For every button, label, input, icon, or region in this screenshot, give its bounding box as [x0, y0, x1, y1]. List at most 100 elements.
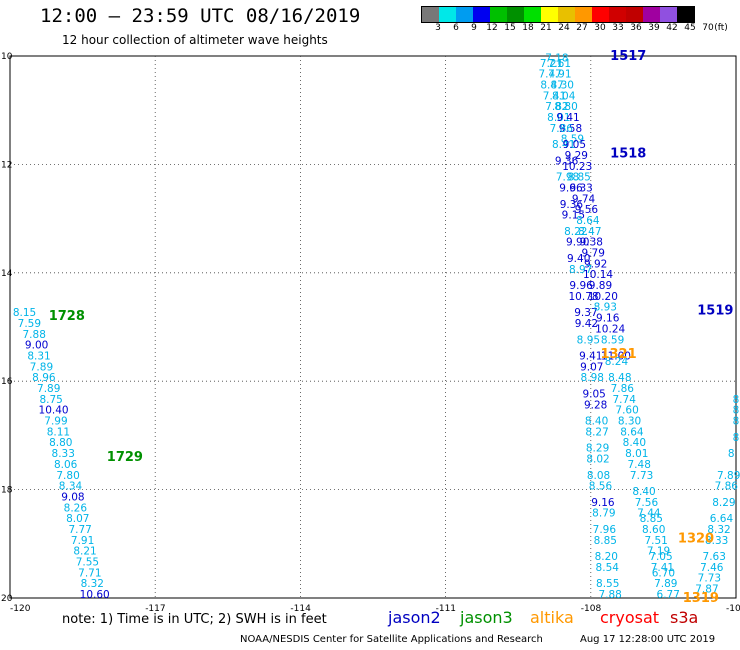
latitude-label: 20 — [1, 594, 13, 604]
wave-height-value: 7.63 — [703, 551, 726, 563]
wave-height-value: 8.40 — [585, 416, 608, 428]
wave-height-value: 8.29 — [586, 443, 609, 455]
wave-height-value: 6.70 — [652, 567, 675, 579]
wave-height-value: 7.89 — [717, 470, 740, 482]
wave-height-value: 8 — [728, 448, 735, 460]
wave-height-value: 8.01 — [625, 448, 648, 460]
satellite-legend-jason2: jason2 — [388, 608, 441, 627]
wave-height-value: 7.48 — [628, 459, 651, 471]
wave-height-value: 8 — [733, 432, 740, 444]
longitude-label: -117 — [145, 604, 165, 614]
color-swatch — [575, 7, 592, 22]
wave-height-value: 8.40 — [632, 486, 655, 498]
wave-height-value: 7.89 — [654, 578, 677, 590]
color-scale-labels: 3 6 9 12 15 18 21 24 27 30 33 36 39 42 45 70 (ft) — [421, 23, 731, 35]
wave-height-value: 7.41 — [651, 562, 674, 574]
wave-height-value: 8.85 — [567, 172, 590, 184]
wave-height-value: 7.59 — [18, 318, 41, 330]
color-swatch — [422, 7, 439, 22]
wave-height-value: 9.74 — [572, 193, 596, 205]
wave-height-value: 7.89 — [30, 361, 53, 373]
wave-height-value: 7.99 — [44, 416, 67, 428]
wave-height-value: 11.00 — [601, 351, 631, 363]
color-swatch — [490, 7, 507, 22]
wave-height-value: 10.24 — [595, 323, 625, 335]
color-scale-tick: 21 — [540, 23, 552, 33]
color-swatch — [541, 7, 558, 22]
wave-height-value: 9.41 — [556, 112, 579, 124]
wave-height-value: 8.59 — [561, 134, 584, 146]
wave-height-value: 7.71 — [78, 567, 101, 579]
color-scale-tick: 70 — [702, 23, 714, 33]
wave-height-value: 8.29 — [712, 497, 735, 509]
pass-number-label: 1321 — [600, 347, 636, 362]
wave-height-value: 9.36 — [555, 155, 579, 167]
wave-height-value: 9.37 — [574, 307, 597, 319]
wave-height-value: 10.14 — [583, 269, 613, 281]
wave-height-value: 8.56 — [589, 481, 613, 493]
wave-height-value: 9.66 — [559, 183, 583, 195]
wave-height-value: 8.27 — [585, 426, 608, 438]
wave-height-value: 8.96 — [32, 372, 56, 384]
wave-height-value: 8.60 — [642, 524, 665, 536]
longitude-label: -105 — [726, 604, 740, 614]
wave-height-value: 7.88 — [598, 589, 621, 601]
wave-height-value: 8.04 — [552, 90, 576, 102]
wave-height-value: 9.92 — [584, 258, 607, 270]
wave-height-value: 8.85 — [640, 513, 663, 525]
wave-height-value: 7.05 — [649, 551, 672, 563]
wave-height-value: 8.30 — [551, 80, 574, 92]
wave-height-value: 9.05 — [563, 139, 586, 151]
wave-height-value: 8.48 — [608, 372, 631, 384]
wave-height-value: 7.86 — [715, 481, 739, 493]
color-scale-tick: 6 — [453, 23, 459, 33]
color-scale-tick: 42 — [666, 23, 678, 33]
wave-height-value: 8.80 — [554, 101, 577, 113]
wave-height-value: 8 — [733, 394, 740, 406]
satellite-legend-jason3: jason3 — [460, 608, 513, 627]
wave-height-value: 9.42 — [575, 318, 598, 330]
color-swatch — [677, 7, 694, 22]
wave-height-value: 7.91 — [548, 69, 571, 81]
wave-height-value: 9.96 — [569, 280, 593, 292]
wave-height-value: 7.87 — [695, 584, 718, 596]
wave-height-value: 8.20 — [595, 551, 618, 563]
wave-height-value: 8.98 — [581, 372, 604, 384]
wave-height-value: 8.75 — [39, 394, 62, 406]
color-swatch — [507, 7, 524, 22]
wave-height-value: 9.16 — [591, 497, 615, 509]
wave-height-value: 7.98 — [556, 172, 579, 184]
wave-height-value: 8.40 — [623, 437, 646, 449]
color-swatch — [524, 7, 541, 22]
color-scale-tick: 15 — [504, 23, 516, 33]
wave-height-value: 7.73 — [630, 470, 653, 482]
map-subtitle: 12 hour collection of altimeter wave hei… — [62, 33, 328, 47]
wave-height-value: 8.55 — [596, 578, 619, 590]
wave-height-value: 7.47 — [538, 69, 561, 81]
wave-height-value: 10.20 — [588, 291, 618, 303]
wave-height-value: 7.21 — [540, 58, 563, 70]
wave-height-value: 9.08 — [61, 491, 84, 503]
wave-height-value: 7.44 — [637, 508, 661, 520]
wave-height-value: 7.86 — [611, 383, 635, 395]
longitude-label: -111 — [436, 604, 456, 614]
wave-height-value: 7.86 — [550, 123, 574, 135]
wave-height-value: 10.78 — [569, 291, 599, 303]
wave-height-value: 9.90 — [566, 237, 589, 249]
color-scale-tick: 18 — [522, 23, 534, 33]
wave-height-value: 8.30 — [618, 416, 641, 428]
wave-height-value: 8 — [733, 416, 740, 428]
wave-height-value: 7.91 — [71, 535, 94, 547]
wave-height-value: 8.26 — [64, 502, 88, 514]
wave-height-value: 9.05 — [582, 388, 605, 400]
color-swatch — [439, 7, 456, 22]
wave-height-value: 9.36 — [560, 199, 584, 211]
wave-height-value: 7.77 — [68, 524, 91, 536]
longitude-label: -120 — [10, 604, 31, 614]
wave-height-value: 8.21 — [73, 546, 96, 558]
wave-height-value: 9.33 — [569, 183, 592, 195]
color-scale-tick: 39 — [648, 23, 660, 33]
color-scale-tick: 45 — [684, 23, 696, 33]
credit-line: NOAA/NESDIS Center for Satellite Applica… — [240, 634, 543, 645]
color-scale-tick: 27 — [576, 23, 588, 33]
